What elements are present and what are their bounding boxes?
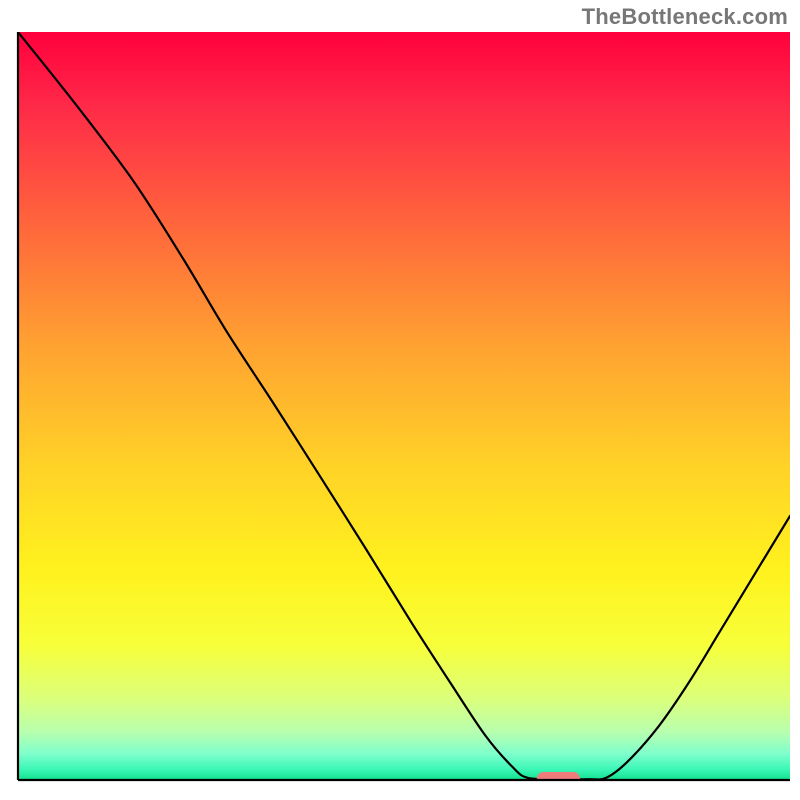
bottleneck-chart bbox=[0, 0, 800, 800]
chart-frame: TheBottleneck.com bbox=[0, 0, 800, 800]
gradient-background bbox=[18, 32, 790, 780]
